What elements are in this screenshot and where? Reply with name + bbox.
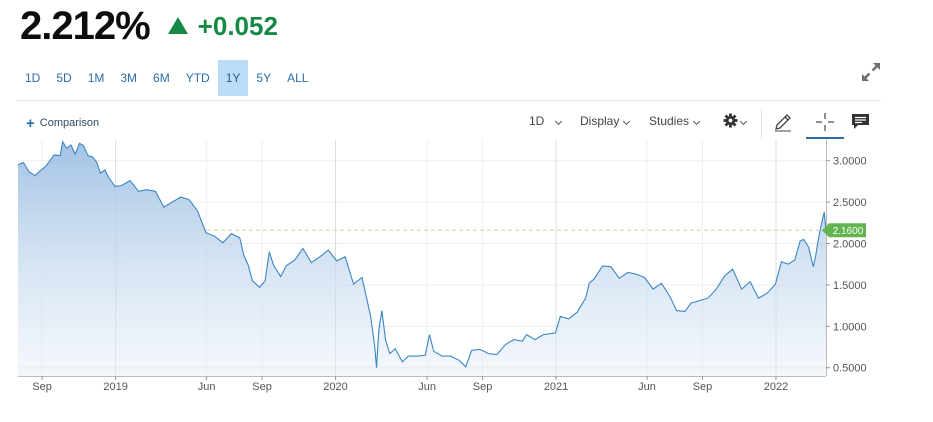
toolbar-separator — [761, 109, 762, 139]
price-area — [18, 141, 826, 376]
range-1d[interactable]: 1D — [25, 71, 41, 85]
y-tick-label: 2.0000 — [833, 239, 867, 251]
toolbar-divider — [17, 100, 881, 101]
pencil-icon[interactable] — [771, 110, 795, 134]
y-tick-label: 3.0000 — [833, 156, 867, 168]
time-range-selector: 1D 5D 1M 3M 6M YTD 1Y 5Y ALL — [17, 60, 316, 96]
last-value-text: 2.1600 — [833, 226, 864, 237]
y-tick-label: 1.5000 — [833, 280, 867, 292]
x-tick-label: 2019 — [103, 381, 127, 393]
x-tick-label: 2021 — [544, 381, 568, 393]
x-tick-label: 2020 — [323, 381, 347, 393]
up-triangle-icon — [167, 16, 188, 34]
crosshair-icon[interactable] — [813, 110, 837, 134]
chevron-down-icon — [623, 117, 631, 126]
chevron-down-icon — [555, 117, 563, 126]
x-tick-label: Sep — [252, 381, 272, 393]
display-dropdown[interactable]: Display — [580, 114, 631, 128]
studies-label: Studies — [649, 114, 690, 128]
settings-dropdown[interactable] — [723, 113, 748, 128]
last-value-label-background — [822, 223, 866, 238]
expand-icon[interactable] — [860, 61, 882, 83]
x-tick-label: 2022 — [764, 381, 788, 393]
y-tick-label: 1.0000 — [833, 321, 867, 333]
range-1m[interactable]: 1M — [87, 71, 105, 85]
price-chart[interactable]: 3.0000 2.5000 2.0000 1.5000 1.0000 0.5000 Sep 2… — [0, 140, 933, 400]
comparison-label: Comparison — [39, 117, 100, 129]
x-tick-label: Jun — [418, 381, 436, 393]
chart-axes — [18, 140, 827, 377]
range-5y[interactable]: 5Y — [256, 71, 272, 85]
range-3m[interactable]: 3M — [120, 71, 138, 85]
range-all[interactable]: ALL — [287, 71, 309, 85]
x-tick-label: Jun — [638, 381, 656, 393]
display-label: Display — [580, 114, 620, 128]
range-1y[interactable]: 1Y — [217, 60, 249, 96]
range-6m[interactable]: 6M — [153, 71, 170, 85]
x-tick-label: Jun — [198, 381, 216, 393]
last-value-label: 2.1600 — [822, 223, 866, 238]
comment-icon[interactable] — [849, 110, 873, 134]
quote-price: 2.212% — [20, 3, 151, 48]
interval-label: 1D — [529, 114, 545, 128]
chevron-down-icon — [692, 117, 701, 126]
interval-dropdown[interactable]: 1D — [529, 114, 563, 128]
crosshair-active-indicator — [806, 137, 844, 139]
range-5d[interactable]: 5D — [56, 71, 72, 85]
price-line — [17, 140, 827, 368]
axis-tick-labels: 3.0000 2.5000 2.0000 1.5000 1.0000 0.5000 Sep 2… — [32, 156, 866, 393]
quote-header: 2.212% +0.052 — [20, 4, 278, 48]
range-ytd[interactable]: YTD — [185, 71, 210, 85]
studies-dropdown[interactable]: Studies — [649, 114, 701, 128]
y-tick-label: 0.5000 — [833, 363, 867, 375]
x-tick-label: Sep — [473, 381, 493, 393]
quote-change: +0.052 — [167, 10, 278, 42]
quote-change-value: +0.052 — [197, 10, 278, 41]
comparison-button[interactable]: + Comparison — [26, 114, 100, 132]
gear-icon — [723, 113, 738, 128]
plus-icon: + — [26, 114, 35, 132]
chevron-down-icon — [739, 117, 748, 125]
x-tick-label: Sep — [32, 381, 52, 393]
y-tick-label: 2.5000 — [833, 197, 867, 209]
x-tick-label: Sep — [693, 381, 713, 393]
